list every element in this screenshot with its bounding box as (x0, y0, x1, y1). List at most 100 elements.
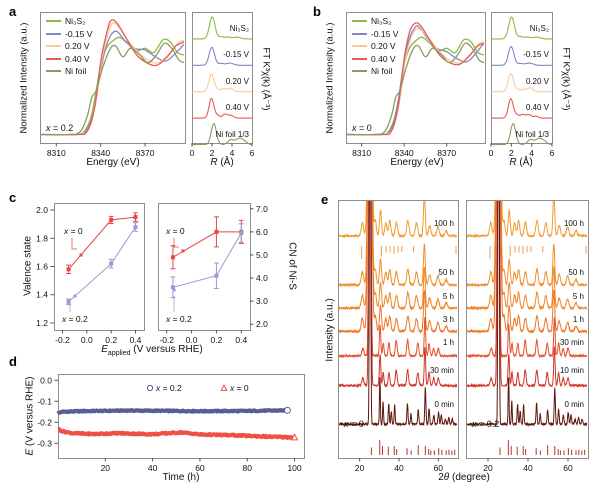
panel-c-letter: c (9, 190, 17, 205)
legend-label: 0.40 V (65, 53, 90, 64)
svg-text:40: 40 (523, 463, 533, 473)
panel-c-x-axis-label: Eapplied (V versus RHE) (101, 344, 203, 357)
legend-item: Ni₃S₂ (352, 16, 398, 26)
legend-label: 0.20 V (371, 41, 396, 51)
svg-text:4: 4 (529, 148, 534, 158)
svg-text:60: 60 (563, 463, 573, 473)
legend-swatch (352, 20, 367, 22)
panel-a-ft-y-axis-label: FT K³χ(k) (Å⁻³) (260, 47, 272, 111)
legend-label: 0.40 V (371, 53, 396, 64)
svg-text:6: 6 (550, 148, 555, 158)
xrd-curve-label: 1 h (442, 338, 454, 347)
legend-label: Ni₃S₂ (371, 16, 392, 26)
svg-text:0.2: 0.2 (105, 335, 117, 345)
svg-text:2: 2 (509, 148, 514, 158)
svg-text:4: 4 (230, 148, 235, 158)
panel-c-right-y-axis-label: CN of Ni-S (286, 242, 298, 290)
panel-b-sample-label: x = 0 (352, 123, 372, 133)
panel-e-x-axis-label: 2θ (degree) (438, 472, 490, 483)
svg-text:4.0: 4.0 (256, 273, 268, 283)
legend-item: -0.15 V (352, 29, 398, 39)
svg-text:5.0: 5.0 (256, 250, 268, 260)
xrd-curve-label: 50 h (438, 268, 454, 277)
legend-label: Ni₃S₂ (65, 16, 86, 26)
svg-text:6: 6 (250, 148, 255, 158)
legend-swatch (46, 57, 61, 60)
panel-a-sample-label: x = 0.2 (46, 123, 74, 133)
legend-item: Ni foil (46, 66, 92, 76)
xrd-curve-label: 1 h (572, 315, 584, 324)
svg-text:40: 40 (148, 463, 158, 473)
svg-text:x = 0.2: x = 0.2 (61, 314, 88, 324)
panel-b-legend: Ni₃S₂ -0.15 V 0.20 V 0.40 V Ni foil (352, 16, 398, 76)
legend-swatch (46, 45, 61, 47)
svg-text:1.8: 1.8 (36, 233, 48, 243)
legend-swatch (352, 32, 367, 35)
svg-text:1.4: 1.4 (36, 290, 48, 300)
legend-item: 0.40 V (46, 54, 92, 64)
svg-text:8370: 8370 (437, 148, 456, 158)
ft-curve-label: 0.40 V (525, 103, 549, 113)
ft-curve-label: Ni foil 1/3 (215, 129, 249, 139)
legend-swatch (352, 57, 367, 60)
panel-e-left-sample-label: x = 0 (344, 419, 364, 429)
panel-e-right-curve-labels: 0 min 10 min 30 min 1 h 5 h 50 h 100 h (466, 200, 588, 458)
legend-label: -0.15 V (65, 28, 93, 39)
panel-b-y-axis-label: Normalized Intensity (a.u.) (324, 22, 336, 134)
svg-text:20: 20 (101, 463, 111, 473)
legend-swatch (46, 20, 61, 22)
legend-item: 0.20 V (46, 41, 92, 51)
svg-text:0.4: 0.4 (130, 335, 142, 345)
panel-b-x-axis-label: Energy (eV) (390, 157, 444, 168)
svg-text:8310: 8310 (47, 148, 66, 158)
svg-text:-0.2: -0.2 (55, 335, 70, 345)
svg-text:x = 0: x = 0 (63, 226, 83, 236)
legend-label: Ni foil (371, 66, 393, 76)
svg-text:0: 0 (190, 148, 195, 158)
ft-curve-label: 0.40 V (225, 103, 249, 113)
svg-text:3.0: 3.0 (256, 296, 268, 306)
svg-text:-0.2: -0.2 (159, 335, 174, 345)
svg-text:1.2: 1.2 (36, 318, 48, 328)
svg-text:80: 80 (242, 463, 252, 473)
xrd-curve-label: 100 h (563, 219, 584, 228)
panel-e-letter: e (321, 192, 329, 207)
ft-curve-label: Ni foil 1/3 (515, 129, 549, 139)
ft-curve-label: Ni₃S₂ (229, 24, 249, 33)
svg-text:1.6: 1.6 (36, 262, 48, 272)
legend-item: 0.40 V (352, 54, 398, 64)
svg-text:60: 60 (195, 463, 205, 473)
legend-label: 0.20 V (65, 41, 90, 51)
xrd-curve-label: 50 h (568, 268, 584, 277)
svg-text:6.0: 6.0 (256, 227, 268, 237)
panel-a-ft-x-axis-label: R (Å) (210, 157, 234, 168)
svg-text:40: 40 (394, 463, 404, 473)
panel-c-left-y-axis-label: Valence state (22, 236, 34, 296)
svg-text:x = 0: x = 0 (229, 383, 249, 393)
panel-a-y-axis-label: Normalized Intensity (a.u.) (18, 22, 30, 134)
legend-item: -0.15 V (46, 29, 92, 39)
svg-text:60: 60 (434, 463, 444, 473)
svg-text:-0.2: -0.2 (37, 417, 52, 427)
svg-text:0.2: 0.2 (211, 335, 223, 345)
svg-text:0.0: 0.0 (40, 375, 52, 385)
panel-b-ft-curve-labels: Ni₃S₂ -0.15 V 0.20 V 0.40 V Ni foil 1/3 (491, 12, 552, 143)
svg-text:8310: 8310 (352, 148, 371, 158)
legend-swatch (352, 45, 367, 47)
svg-text:8340: 8340 (91, 148, 110, 158)
panel-a-legend: Ni₃S₂ -0.15 V 0.20 V 0.40 V Ni foil (46, 16, 92, 76)
svg-text:7.0: 7.0 (256, 204, 268, 214)
legend-label: -0.15 V (371, 28, 399, 39)
legend-item: Ni₃S₂ (46, 16, 92, 26)
svg-text:0.0: 0.0 (186, 335, 198, 345)
svg-text:2: 2 (210, 148, 215, 158)
svg-text:8340: 8340 (395, 148, 414, 158)
ft-curve-label: -0.15 V (523, 50, 549, 60)
svg-text:8370: 8370 (136, 148, 155, 158)
svg-text:2.0: 2.0 (36, 205, 48, 215)
xrd-curve-label: 10 min (559, 366, 584, 375)
panel-d-x-axis-label: Time (h) (162, 472, 200, 483)
xrd-curve-label: 30 min (429, 366, 454, 375)
